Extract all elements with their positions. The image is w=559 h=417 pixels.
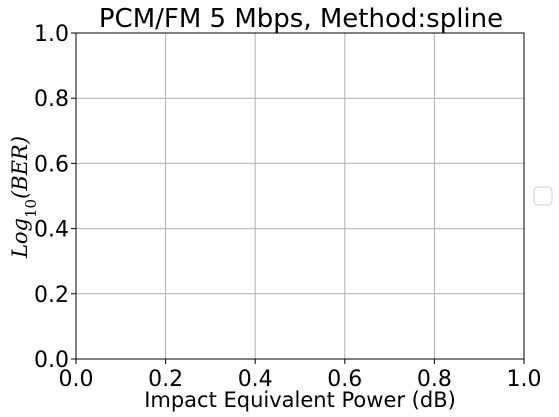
x-tick-label: 0.2 [148, 367, 183, 392]
y-axis-ticks: 0.0 0.2 0.4 0.6 0.8 1.0 [34, 22, 76, 373]
y-tick-label: 1.0 [34, 22, 69, 47]
x-tick-label: 0.4 [238, 367, 273, 392]
y-axis-label-base: Log [8, 218, 32, 259]
legend-box [533, 186, 553, 206]
chart-title: PCM/FM 5 Mbps, Method:spline [99, 4, 503, 34]
x-axis-ticks: 0.0 0.2 0.4 0.6 0.8 1.0 [59, 359, 542, 392]
y-tick-label: 0.8 [34, 87, 69, 112]
y-axis-label: Log10(BER) [8, 136, 40, 259]
x-tick-label: 0.0 [59, 367, 94, 392]
x-tick-label: 0.8 [417, 367, 452, 392]
y-tick-label: 0.0 [34, 348, 69, 373]
y-axis-label-argument: (BER) [8, 136, 32, 199]
x-axis-label: Impact Equivalent Power (dB) [144, 388, 456, 412]
x-tick-label: 1.0 [507, 367, 542, 392]
y-tick-label: 0.2 [34, 283, 69, 308]
y-tick-label: 0.6 [34, 152, 69, 177]
y-axis-label-subscript: 10 [22, 199, 40, 218]
plot-frame [75, 32, 525, 360]
x-tick-label: 0.6 [327, 367, 362, 392]
y-tick-label: 0.4 [34, 218, 69, 243]
plot-area [76, 33, 524, 359]
